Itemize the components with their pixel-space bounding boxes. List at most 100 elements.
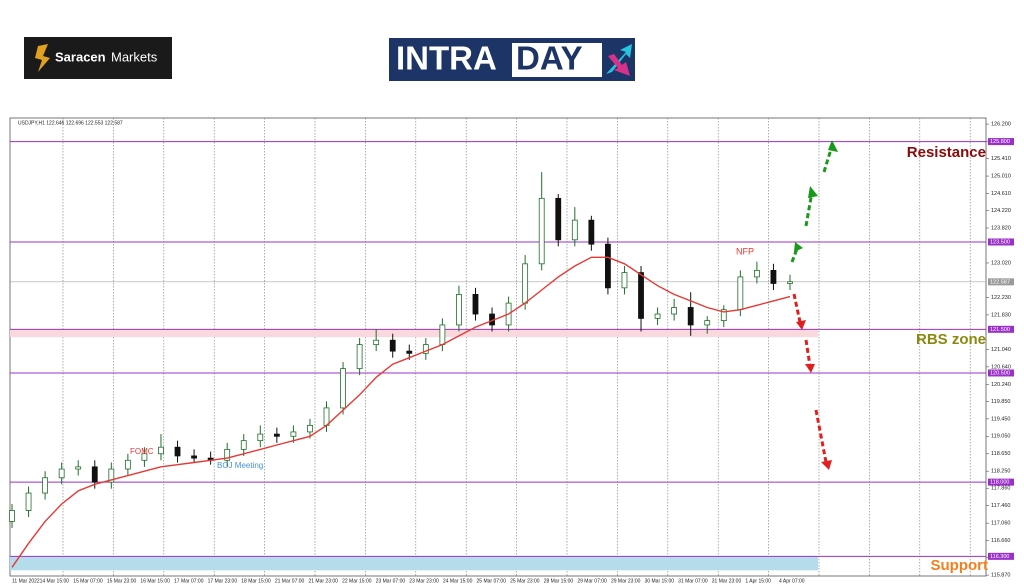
moving-average — [11, 256, 791, 568]
candle-body — [141, 453, 148, 461]
candle-body — [91, 466, 98, 483]
banner-left: INTRA — [396, 40, 497, 77]
candle-body — [224, 448, 231, 461]
x-tick-label: 15 Mar 23:00 — [107, 578, 137, 584]
y-tick-label: 117.460 — [991, 503, 1010, 509]
x-tick-label: 25 Mar 23:00 — [510, 578, 540, 584]
y-tick-label: 124.220 — [991, 208, 1011, 214]
arrow-down — [814, 409, 828, 463]
forecast-arrows — [790, 145, 834, 463]
y-tick-label: 117.860 — [991, 486, 1010, 492]
level-tag — [988, 369, 1014, 377]
candle-body — [240, 440, 247, 450]
arrow-head — [821, 460, 832, 470]
x-tick-label: 17 Mar 23:00 — [208, 578, 238, 584]
y-tick-label: 121.040 — [991, 347, 1011, 353]
candle-body — [522, 263, 529, 304]
candle-body — [621, 272, 628, 289]
x-tick-label: 15 Mar 07:00 — [73, 578, 103, 584]
candle-body — [42, 477, 49, 494]
candle-body — [737, 276, 744, 311]
candle-body — [158, 446, 164, 455]
y-tick-label: 126.200 — [991, 122, 1011, 128]
candle-body — [25, 492, 32, 511]
x-tick-label: 31 Mar 07:00 — [678, 578, 708, 584]
current-price-label: 122.587 — [990, 279, 1010, 285]
candle-body — [323, 407, 330, 426]
zone-label: Support — [931, 557, 989, 574]
x-tick-label: 30 Mar 15:00 — [645, 578, 675, 584]
level-label: 125.800 — [990, 139, 1010, 145]
candle-body — [704, 320, 711, 326]
arrow-heads-up — [794, 140, 838, 252]
candle-body — [671, 307, 678, 315]
candle-body — [456, 293, 462, 326]
annotation: FOMC — [130, 447, 154, 456]
candle-body — [538, 197, 545, 265]
y-tick-label: 120.240 — [991, 382, 1011, 388]
y-tick-label: 118.250 — [991, 469, 1010, 475]
y-tick-label: 125.410 — [991, 156, 1011, 162]
candle-body — [9, 510, 15, 522]
x-tick-label: 16 Mar 15:00 — [140, 578, 170, 584]
x-tick-label: 25 Mar 07:00 — [477, 578, 507, 584]
x-tick-label: 24 Mar 15:00 — [443, 578, 473, 584]
level-tag — [988, 478, 1014, 486]
candle-body — [307, 424, 313, 433]
candle-body — [356, 344, 363, 370]
level-tag — [988, 325, 1014, 333]
x-tick-label: 4 Apr 07:00 — [779, 578, 805, 584]
candle-body — [108, 468, 115, 483]
arrow-heads-down — [796, 320, 832, 470]
y-tick-label: 116.660 — [991, 538, 1010, 544]
x-tick-label: 29 Mar 23:00 — [611, 578, 641, 584]
candle-body — [58, 468, 65, 479]
y-tick-label: 121.830 — [991, 312, 1011, 318]
candle-body — [439, 324, 446, 345]
candle-body — [75, 466, 82, 470]
level-label: 121.500 — [990, 327, 1010, 333]
candle-body — [571, 219, 578, 241]
x-tick-label: 23 Mar 23:00 — [409, 578, 439, 584]
x-tick-label: 21 Mar 07:00 — [275, 578, 305, 584]
level-tag — [988, 138, 1014, 146]
x-tick-label: 11 Mar 2022 — [12, 578, 40, 584]
y-tick-label: 122.230 — [991, 295, 1011, 301]
arrow-down — [792, 293, 802, 323]
x-tick-label: 29 Mar 07:00 — [577, 578, 607, 584]
level-label: 123.500 — [990, 239, 1010, 245]
candle-body — [273, 433, 280, 437]
candle-body — [174, 446, 181, 457]
x-tick-label: 1 Apr 15:00 — [745, 578, 771, 584]
x-tick-label: 23 Mar 07:00 — [376, 578, 406, 584]
zone-label: Resistance — [907, 144, 986, 161]
candle-body — [687, 307, 694, 326]
y-tick-label: 123.820 — [991, 225, 1011, 231]
candle-body — [787, 281, 793, 284]
annotation: NFP — [736, 246, 754, 256]
y-tick-label: 119.050 — [991, 434, 1010, 440]
broker-icon — [35, 44, 50, 72]
banner-arrow-up — [606, 44, 632, 74]
candle-body — [124, 459, 131, 470]
candle-body — [654, 313, 661, 319]
candle-body — [340, 368, 346, 409]
arrow-head — [796, 320, 806, 330]
banner-box — [512, 43, 602, 77]
candle-body — [257, 433, 264, 442]
candle-body — [406, 350, 413, 354]
y-tick-label: 119.850 — [991, 399, 1010, 405]
arrow-up — [804, 191, 814, 227]
symbol-info: USDJPY,H1 122.646 122.696 122.553 122.58… — [18, 120, 123, 126]
broker-name-bold: Saracen — [55, 49, 106, 64]
zone — [10, 556, 818, 571]
x-tick-label: 22 Mar 15:00 — [342, 578, 372, 584]
y-tick-label: 118.650 — [991, 451, 1010, 457]
candle-body — [389, 339, 396, 352]
arrow-head — [828, 140, 838, 152]
annotation: BOJ Meeting — [217, 461, 263, 470]
candle-body — [422, 344, 429, 354]
candle-body — [373, 339, 380, 345]
candle-body — [555, 197, 562, 241]
